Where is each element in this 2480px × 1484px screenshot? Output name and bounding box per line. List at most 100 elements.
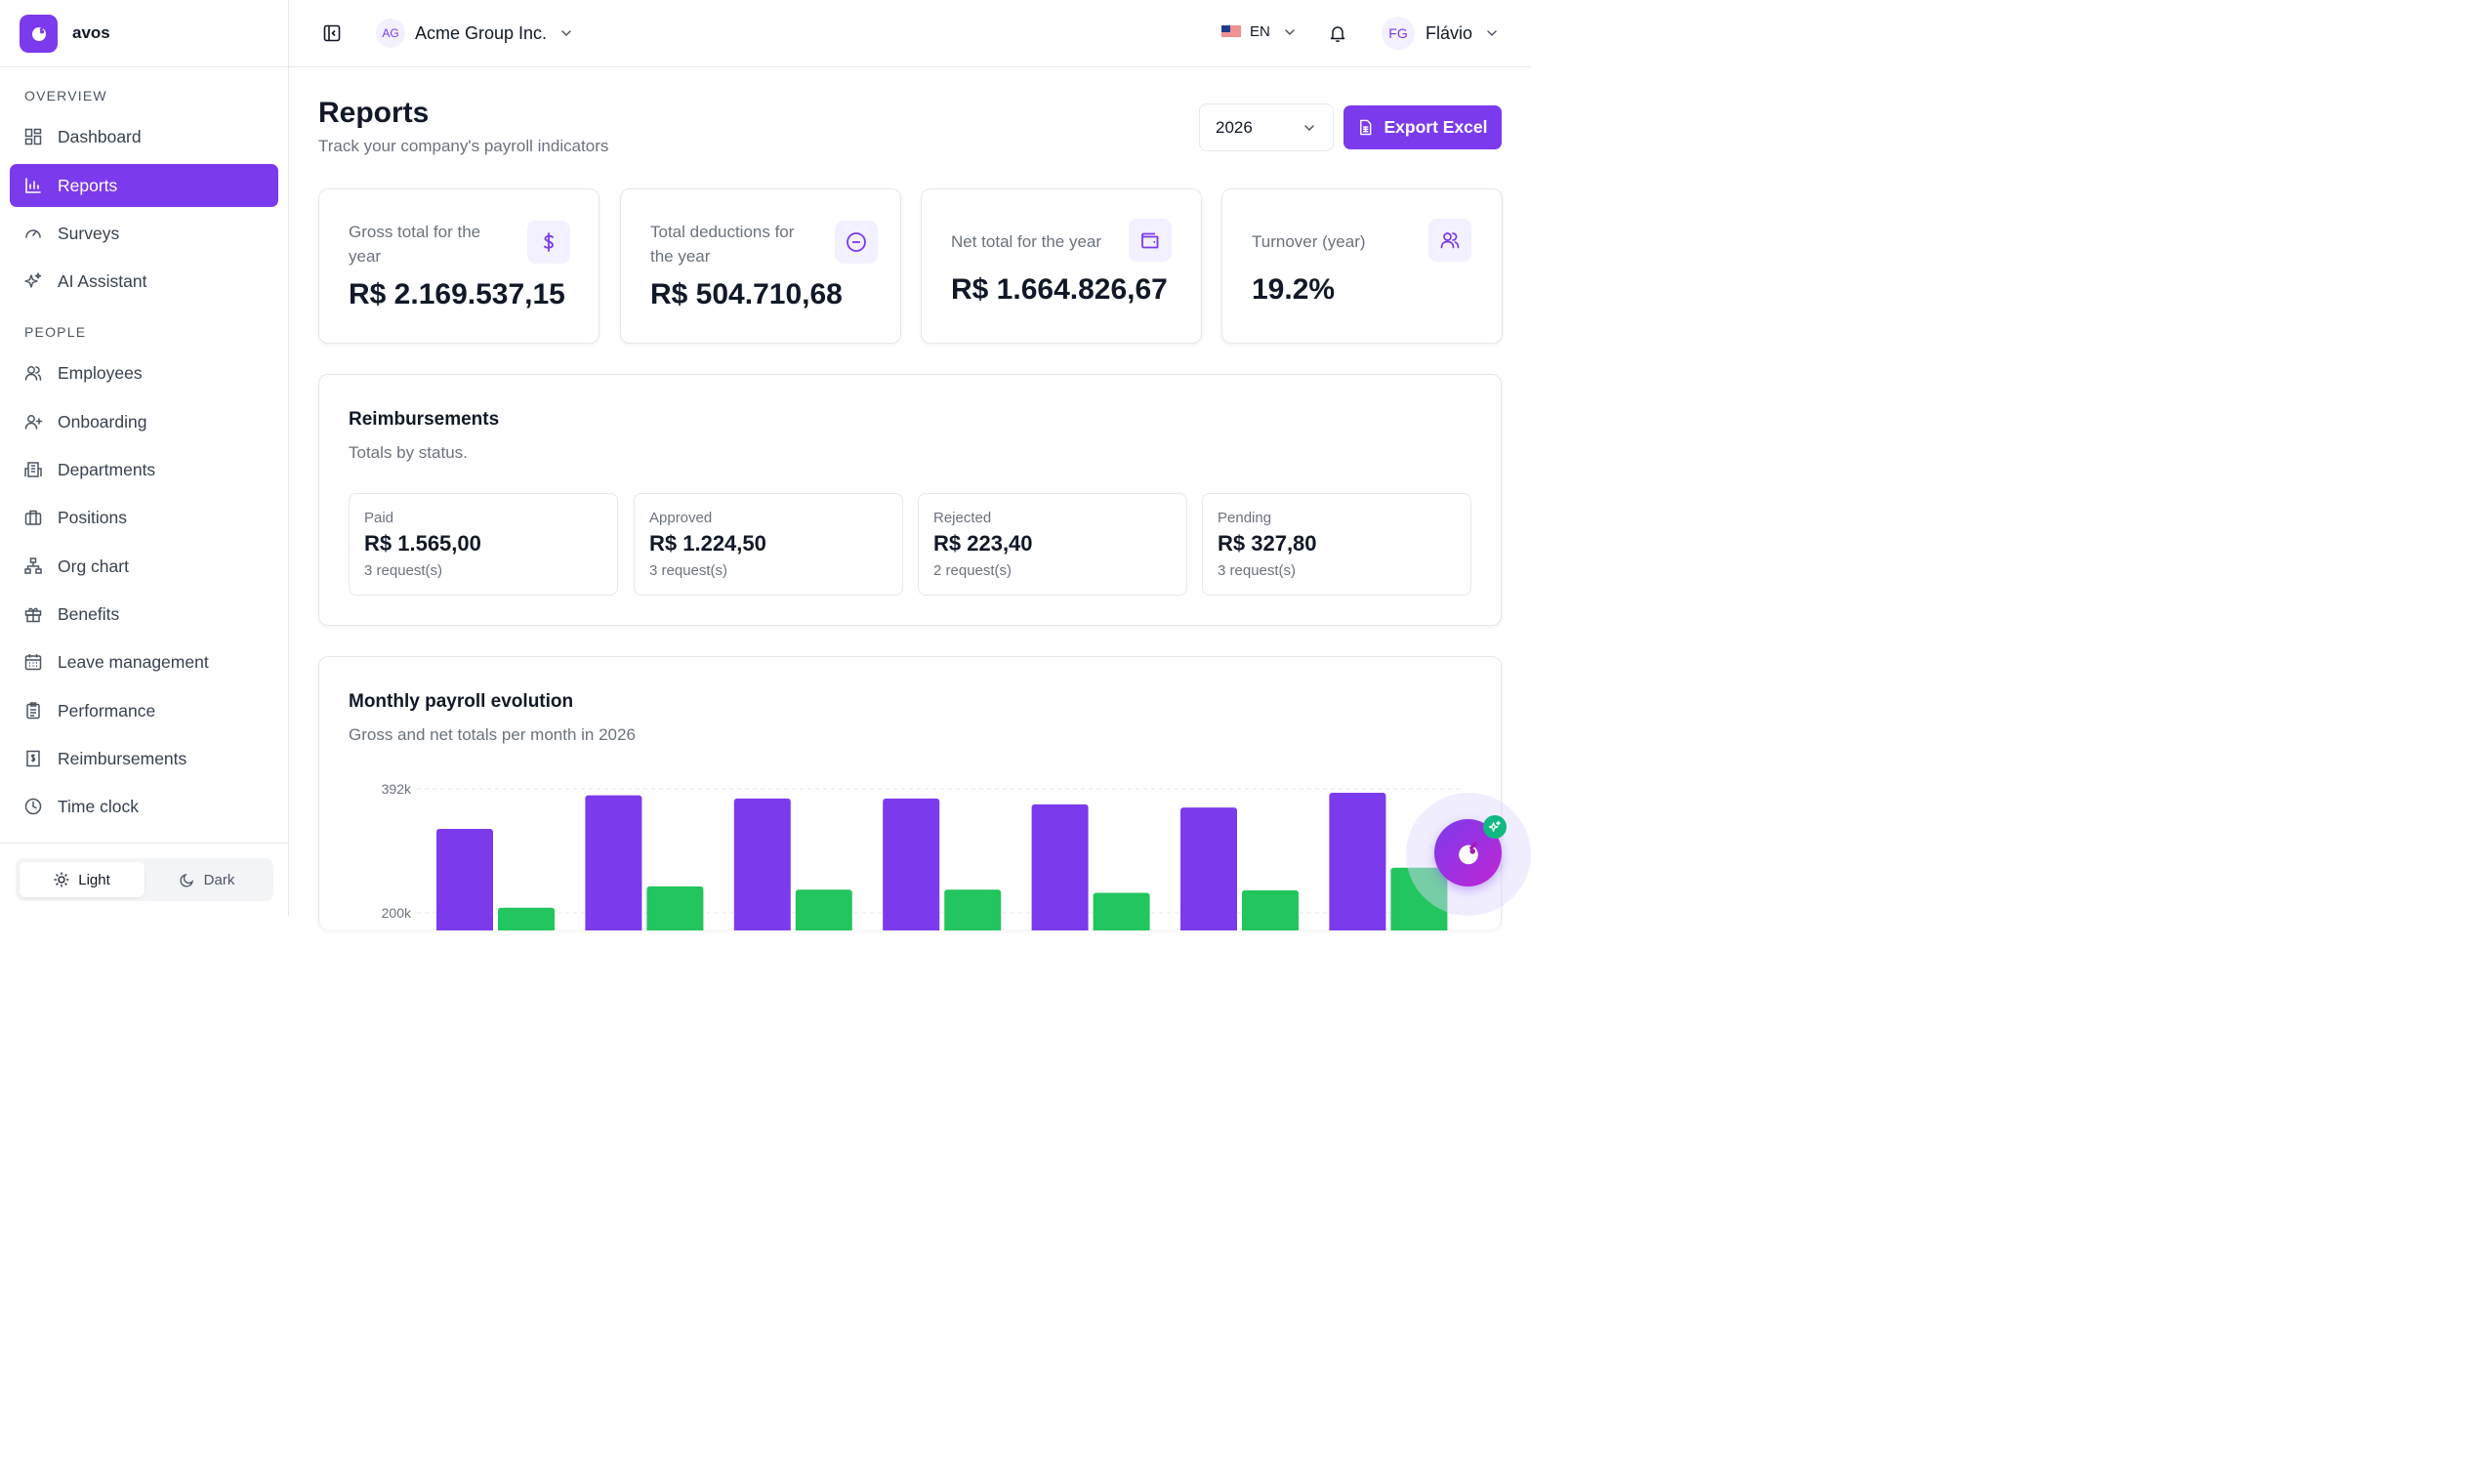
clock-icon [24, 798, 42, 815]
chart-bar-gross[interactable] [1329, 792, 1386, 930]
chart-bar-gross[interactable] [883, 798, 940, 930]
sidebar-item-reimbursements[interactable]: Reimbursements [10, 737, 278, 780]
org-avatar: AG [376, 19, 405, 48]
user-plus-icon [24, 415, 43, 430]
calendar-icon [24, 654, 42, 671]
sidebar-item-label: Benefits [58, 603, 120, 624]
kpi-card-turnover: Turnover (year) 19.2% [1221, 188, 1503, 344]
status-label: Pending [1218, 510, 1272, 526]
sidebar-item-label: Time clock [58, 796, 139, 816]
reimbursements-subtitle: Totals by status. [349, 443, 468, 462]
receipt-icon [26, 750, 40, 767]
sidebar: avos OVERVIEW Dashboard Reports Surveys … [0, 0, 289, 916]
brand: avos [0, 0, 288, 67]
chevron-down-icon [1487, 30, 1497, 37]
sidebar-item-onboarding[interactable]: Onboarding [10, 400, 278, 443]
chart-bar-net[interactable] [646, 886, 704, 930]
section-label-people: PEOPLE [24, 324, 87, 340]
chart-bar-gross[interactable] [436, 829, 493, 930]
chevron-down-icon [561, 30, 571, 37]
status-count: 3 request(s) [364, 562, 443, 579]
user-menu[interactable]: FG Flávio [1382, 17, 1500, 50]
brand-logo-icon[interactable] [20, 14, 58, 53]
clipboard-icon [26, 702, 40, 720]
sidebar-collapse-icon[interactable] [322, 23, 342, 43]
chart-bar-net[interactable] [1093, 892, 1150, 930]
kpi-label: Turnover (year) [1252, 232, 1366, 251]
org-chart-icon [24, 557, 42, 574]
sidebar-item-surveys[interactable]: Surveys [10, 212, 278, 255]
theme-dark-button[interactable]: Dark [145, 862, 269, 897]
brand-name: avos [72, 23, 110, 42]
page-title: Reports [318, 97, 430, 129]
kpi-value: R$ 504.710,68 [650, 278, 843, 310]
language-selector[interactable]: EN [1221, 23, 1298, 40]
y-tick-label: 392k [382, 781, 412, 797]
gauge-icon [25, 229, 41, 238]
sidebar-item-departments[interactable]: Departments [10, 448, 278, 491]
sparkles-icon [24, 272, 42, 288]
chart-bar-net[interactable] [944, 889, 1002, 930]
sidebar-item-org-chart[interactable]: Org chart [10, 545, 278, 588]
chart-bar-net[interactable] [1390, 867, 1448, 930]
user-avatar: FG [1382, 17, 1415, 50]
dollar-icon [527, 221, 570, 264]
sidebar-item-label: Onboarding [58, 411, 147, 432]
chart-bar-gross[interactable] [585, 795, 642, 930]
kpi-label: Net total for the year [951, 232, 1102, 251]
export-excel-button[interactable]: Export Excel [1343, 105, 1502, 149]
sidebar-item-benefits[interactable]: Benefits [10, 593, 278, 636]
brand-logo-icon [1458, 842, 1478, 864]
org-name: Acme Group Inc. [415, 22, 548, 43]
status-count: 2 request(s) [933, 562, 1013, 579]
sidebar-item-time-clock[interactable]: Time clock [10, 785, 278, 828]
reimbursements-title: Reimbursements [349, 409, 500, 430]
sidebar-item-label: Org chart [58, 556, 129, 576]
page-subtitle: Track your company's payroll indicators [318, 137, 609, 155]
chart-bar-gross[interactable] [1031, 804, 1089, 930]
chart-bar-net[interactable] [795, 889, 852, 930]
dashboard-icon [24, 128, 42, 145]
sidebar-item-positions[interactable]: Positions [10, 496, 278, 539]
users-icon [1428, 219, 1471, 262]
payroll-bar-chart: 392k 200k [382, 781, 1462, 930]
kpi-value: R$ 2.169.537,15 [349, 278, 565, 310]
bell-icon[interactable] [1328, 23, 1347, 43]
sidebar-item-label: Departments [58, 459, 156, 479]
org-switcher[interactable]: AG Acme Group Inc. [376, 19, 574, 48]
sidebar-item-leave-management[interactable]: Leave management [10, 640, 278, 683]
reimbursement-status-approved: Approved R$ 1.224,50 3 request(s) [634, 493, 903, 596]
chart-subtitle: Gross and net totals per month in 2026 [349, 725, 636, 744]
chevron-down-icon [1304, 124, 1314, 131]
sidebar-item-dashboard[interactable]: Dashboard [10, 115, 278, 158]
chart-bar-net[interactable] [498, 907, 555, 930]
file-spreadsheet-icon [1360, 119, 1372, 136]
sidebar-item-reports[interactable]: Reports [10, 164, 278, 207]
sidebar-item-ai-assistant[interactable]: AI Assistant [10, 260, 278, 303]
status-count: 3 request(s) [649, 562, 728, 579]
status-amount: R$ 223,40 [933, 531, 1033, 556]
sidebar-item-label: Reports [58, 175, 118, 195]
reimbursement-status-paid: Paid R$ 1.565,00 3 request(s) [349, 493, 618, 596]
sun-icon [54, 872, 69, 887]
sparkles-icon [1483, 815, 1507, 839]
chart-bar-gross[interactable] [733, 798, 791, 930]
chevron-down-icon [1285, 28, 1295, 35]
year-select[interactable]: 2026 [1199, 103, 1334, 151]
sidebar-divider [0, 843, 289, 844]
sidebar-item-employees[interactable]: Employees [10, 351, 278, 394]
language-label: EN [1250, 23, 1270, 40]
reimbursement-status-rejected: Rejected R$ 223,40 2 request(s) [918, 493, 1187, 596]
status-amount: R$ 327,80 [1218, 531, 1317, 556]
export-excel-label: Export Excel [1384, 117, 1488, 137]
chart-bar-gross[interactable] [1180, 807, 1237, 930]
status-count: 3 request(s) [1218, 562, 1297, 579]
sidebar-item-performance[interactable]: Performance [10, 689, 278, 732]
kpi-label: Gross total for the year [349, 223, 481, 266]
chart-bar-net[interactable] [1242, 889, 1299, 930]
reimbursement-status-pending: Pending R$ 327,80 3 request(s) [1202, 493, 1471, 596]
theme-switch: Light Dark [16, 858, 273, 901]
sidebar-item-label: Surveys [58, 223, 120, 243]
sidebar-item-label: Reimbursements [58, 748, 187, 768]
theme-light-button[interactable]: Light [20, 862, 145, 897]
